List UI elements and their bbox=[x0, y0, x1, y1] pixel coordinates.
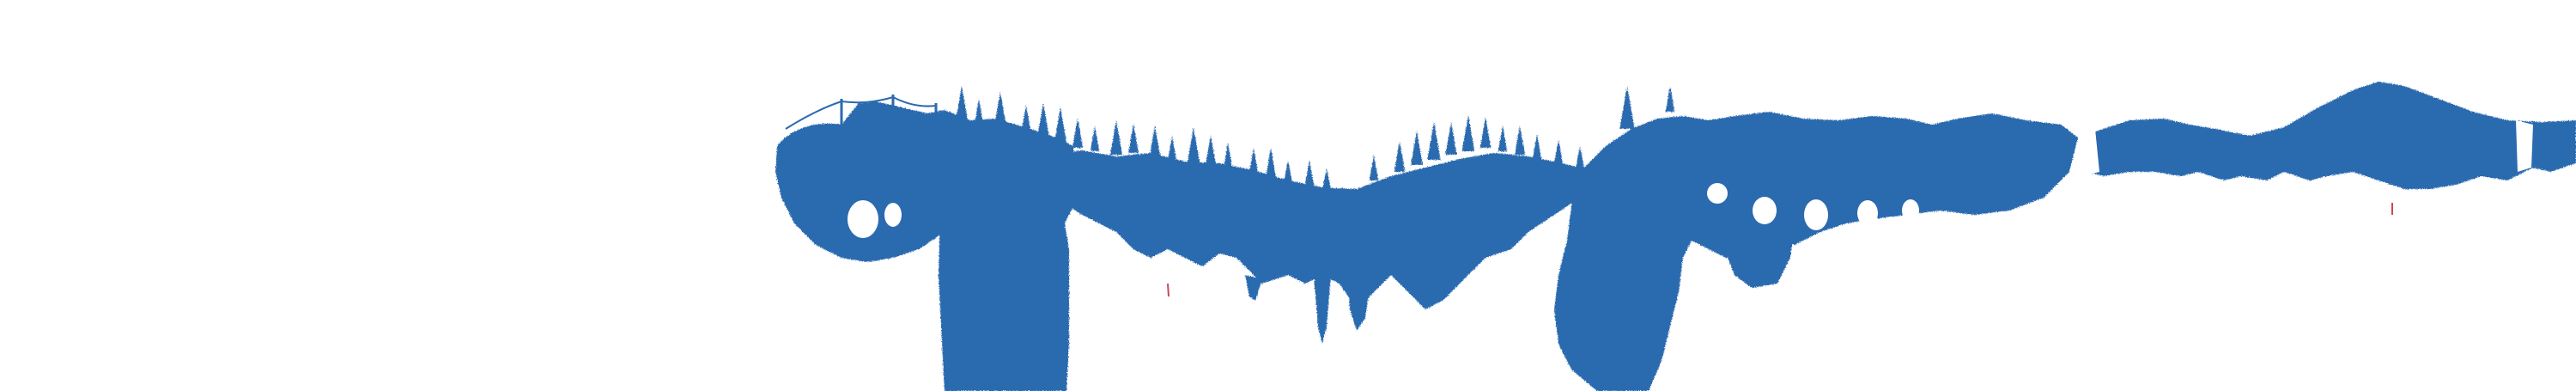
pine-tree-10 bbox=[1128, 124, 1139, 153]
cutout-right-loop-3 bbox=[1857, 200, 1878, 226]
pine-tree-3 bbox=[994, 92, 1006, 122]
cutout-left-loop-2 bbox=[884, 203, 902, 227]
tree-spikes bbox=[956, 86, 1675, 189]
pine-tree-25 bbox=[1445, 122, 1457, 155]
cutout-left-loop bbox=[848, 200, 878, 238]
pine-tree-24 bbox=[1427, 122, 1441, 160]
pine-tree-2 bbox=[974, 99, 984, 125]
pine-tree-26 bbox=[1461, 115, 1475, 151]
pine-tree-30 bbox=[1532, 134, 1542, 160]
pine-tree-15 bbox=[1223, 143, 1233, 168]
forest-silhouette bbox=[775, 82, 2576, 391]
pine-tree-32 bbox=[1576, 146, 1584, 168]
pine-tree-34 bbox=[1665, 86, 1675, 112]
pine-tree-19 bbox=[1304, 160, 1315, 186]
cutout-right-loop-5 bbox=[1707, 183, 1728, 204]
accent-mark-1 bbox=[1167, 283, 1170, 297]
right-mid-lobe bbox=[1724, 189, 1795, 288]
cutout-gap-2 bbox=[2516, 120, 2533, 172]
pine-tree-21 bbox=[1369, 155, 1379, 180]
central-drip-1 bbox=[1314, 275, 1331, 344]
utility-poles bbox=[785, 95, 938, 137]
pine-tree-5 bbox=[1037, 103, 1049, 136]
cutout-right-loop-1 bbox=[1753, 197, 1777, 224]
pine-tree-18 bbox=[1284, 160, 1292, 182]
pine-tree-27 bbox=[1479, 117, 1492, 148]
pine-tree-33 bbox=[1619, 86, 1635, 129]
pine-tree-29 bbox=[1515, 125, 1525, 155]
cutout-right-loop-4 bbox=[1902, 199, 1919, 222]
pine-tree-17 bbox=[1266, 148, 1276, 177]
pine-tree-8 bbox=[1090, 125, 1100, 151]
pine-tree-11 bbox=[1149, 125, 1161, 156]
right-mountain-band bbox=[2078, 82, 2576, 189]
cutout-right-loop-2 bbox=[1804, 199, 1828, 230]
pine-tree-7 bbox=[1072, 118, 1084, 148]
pine-tree-22 bbox=[1394, 141, 1406, 172]
central-drip-3 bbox=[1245, 275, 1262, 301]
accent-marks bbox=[1167, 203, 2393, 297]
pine-tree-6 bbox=[1054, 107, 1067, 146]
left-drip-column bbox=[939, 198, 1069, 391]
cutout-gap-1 bbox=[2078, 129, 2099, 176]
pine-tree-16 bbox=[1249, 148, 1258, 172]
central-drip-2 bbox=[1348, 284, 1370, 331]
pine-tree-9 bbox=[1110, 120, 1122, 155]
pine-tree-12 bbox=[1167, 136, 1177, 162]
pine-tree-20 bbox=[1322, 168, 1331, 189]
power-wire bbox=[785, 95, 937, 130]
negative-space-cutouts bbox=[848, 120, 2533, 238]
pine-tree-28 bbox=[1498, 125, 1508, 151]
pine-tree-13 bbox=[1187, 127, 1200, 163]
pine-tree-14 bbox=[1205, 135, 1217, 165]
pine-tree-31 bbox=[1554, 139, 1563, 163]
pine-tree-1 bbox=[956, 86, 968, 120]
central-forest-band bbox=[1056, 150, 1589, 309]
pine-tree-4 bbox=[1022, 105, 1030, 129]
pine-tree-23 bbox=[1411, 131, 1423, 165]
right-center-blob bbox=[1554, 112, 2078, 391]
